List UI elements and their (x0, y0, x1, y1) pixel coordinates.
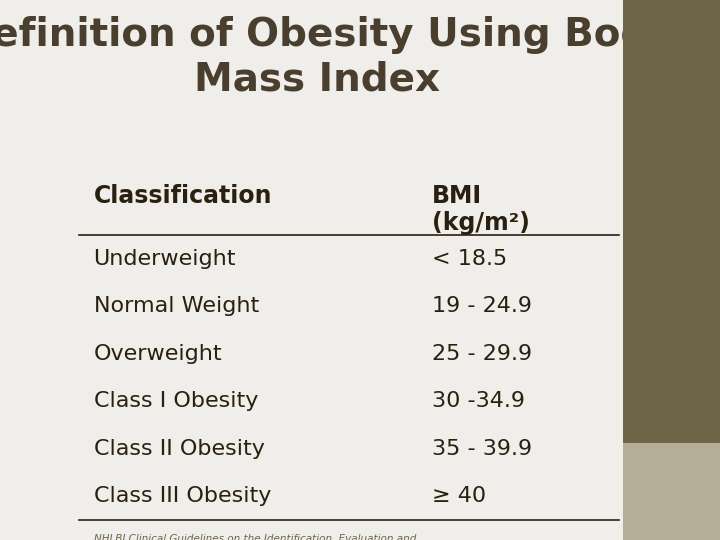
Text: 19 - 24.9: 19 - 24.9 (432, 296, 532, 316)
Text: 25 - 29.9: 25 - 29.9 (432, 343, 532, 364)
Text: BMI
(kg/m²): BMI (kg/m²) (432, 184, 530, 235)
Text: 30 -34.9: 30 -34.9 (432, 391, 525, 411)
Text: ≥ 40: ≥ 40 (432, 486, 486, 507)
Text: Class III Obesity: Class III Obesity (94, 486, 271, 507)
Text: Normal Weight: Normal Weight (94, 296, 259, 316)
Text: NHLBI Clinical Guidelines on the Identification, Evaluation and
Treatment of Ove: NHLBI Clinical Guidelines on the Identif… (94, 534, 416, 540)
Text: Class I Obesity: Class I Obesity (94, 391, 258, 411)
Text: Class II Obesity: Class II Obesity (94, 438, 264, 459)
Text: < 18.5: < 18.5 (432, 248, 508, 269)
Text: Classification: Classification (94, 184, 272, 207)
Text: 35 - 39.9: 35 - 39.9 (432, 438, 532, 459)
Text: Overweight: Overweight (94, 343, 222, 364)
Text: Definition of Obesity Using Body
Mass Index: Definition of Obesity Using Body Mass In… (0, 16, 674, 98)
Text: Underweight: Underweight (94, 248, 236, 269)
